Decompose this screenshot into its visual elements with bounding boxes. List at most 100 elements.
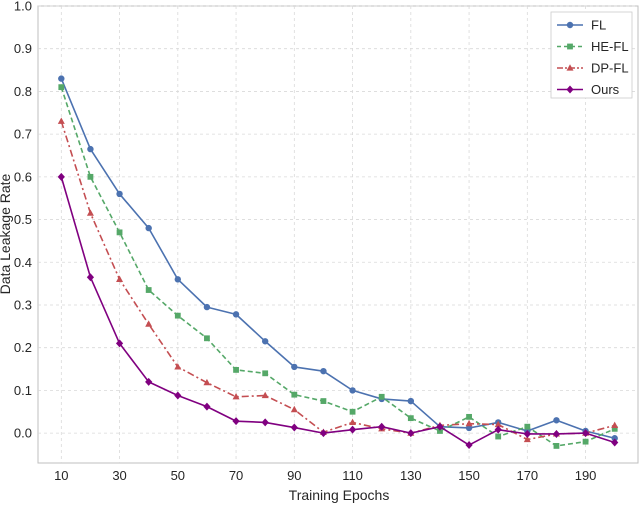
- data-point-dp-fl: [203, 378, 211, 386]
- series-he-fl: [58, 84, 618, 449]
- y-tick-label: 1.0: [14, 0, 32, 14]
- x-axis-ticks: 10 30 50 70 90 110 130 150 170 190: [54, 468, 596, 483]
- y-tick-label: 0.4: [14, 255, 32, 270]
- data-point-dp-fl: [465, 419, 473, 427]
- legend-label-ours: Ours: [591, 82, 620, 97]
- data-point-dp-fl: [57, 117, 65, 124]
- data-point-fl: [553, 417, 560, 424]
- data-point-ours: [494, 425, 502, 434]
- data-point-dp-fl: [116, 275, 124, 282]
- data-point-fl: [261, 338, 269, 345]
- data-point-fl: [232, 311, 240, 318]
- data-point-he-fl: [407, 415, 414, 422]
- y-tick-label: 0.2: [14, 340, 32, 355]
- data-point-dp-fl: [232, 392, 240, 400]
- data-point-ours: [319, 429, 328, 438]
- grid-lines: [38, 5, 638, 463]
- x-tick-label: 50: [171, 468, 185, 483]
- data-point-ours: [232, 417, 240, 426]
- legend-label-dp-fl: DP-FL: [591, 61, 629, 76]
- data-point-ours: [115, 339, 124, 348]
- data-point-fl: [407, 397, 415, 405]
- data-point-ours: [436, 422, 444, 431]
- data-point-he-fl: [320, 398, 327, 404]
- legend-marker-he-fl: [567, 43, 573, 50]
- data-point-he-fl: [378, 393, 385, 400]
- data-point-ours: [611, 438, 619, 447]
- data-point-ours: [57, 172, 65, 181]
- series-line-dp-fl: [60, 121, 615, 441]
- plot-area: [37, 5, 639, 464]
- legend: FL HE-FL DP-FL Ours: [550, 11, 633, 99]
- data-point-he-fl: [524, 423, 531, 430]
- data-point-dp-fl: [174, 363, 182, 370]
- legend-item-dp-fl: DP-FL: [557, 61, 629, 76]
- data-point-he-fl: [349, 408, 356, 415]
- legend-marker-dp-fl: [566, 64, 574, 71]
- data-point-ours: [465, 441, 473, 450]
- data-point-he-fl: [87, 173, 94, 180]
- data-point-dp-fl: [145, 320, 153, 327]
- data-point-ours: [145, 377, 153, 386]
- data-point-dp-fl: [494, 420, 502, 428]
- y-tick-label: 0.9: [14, 41, 32, 56]
- x-tick-label: 70: [229, 468, 243, 483]
- data-point-he-fl: [291, 391, 298, 398]
- x-tick-label: 110: [342, 468, 363, 483]
- data-point-ours: [523, 429, 531, 438]
- x-tick-label: 150: [458, 468, 480, 483]
- data-point-fl: [349, 387, 356, 394]
- data-point-fl: [611, 435, 618, 442]
- x-tick-label: 30: [112, 468, 126, 483]
- data-point-he-fl: [204, 335, 210, 342]
- data-point-dp-fl: [611, 421, 619, 429]
- y-tick-label: 0.3: [14, 297, 32, 312]
- y-axis-label: Data Leakage Rate: [0, 173, 13, 294]
- x-axis-label: Training Epochs: [289, 487, 390, 503]
- series-line-ours: [60, 176, 615, 446]
- data-point-ours: [348, 425, 357, 434]
- legend-box: [550, 11, 633, 99]
- y-tick-label: 0.7: [14, 127, 32, 142]
- data-point-he-fl: [582, 438, 589, 445]
- data-point-dp-fl: [290, 405, 298, 413]
- data-point-he-fl: [174, 312, 181, 319]
- data-point-fl: [87, 145, 94, 153]
- data-point-fl: [291, 363, 298, 371]
- data-point-he-fl: [58, 84, 65, 91]
- data-point-ours: [552, 429, 561, 438]
- data-point-ours: [290, 423, 298, 432]
- legend-item-fl: FL: [557, 18, 606, 33]
- x-tick-label: 170: [516, 468, 538, 483]
- data-point-ours: [174, 391, 182, 400]
- data-point-he-fl: [495, 433, 502, 440]
- data-point-fl: [465, 424, 473, 432]
- data-point-ours: [261, 418, 269, 427]
- data-point-he-fl: [262, 370, 269, 377]
- data-point-dp-fl: [86, 209, 94, 216]
- data-point-fl: [174, 276, 182, 283]
- data-point-he-fl: [145, 287, 152, 293]
- legend-marker-fl: [566, 21, 574, 29]
- y-tick-label: 0.1: [14, 383, 32, 398]
- legend-marker-ours: [566, 85, 574, 94]
- legend-item-he-fl: HE-FL: [557, 39, 629, 54]
- data-point-he-fl: [553, 443, 560, 449]
- data-point-he-fl: [116, 229, 123, 236]
- data-point-ours: [581, 429, 590, 438]
- data-point-he-fl: [466, 413, 472, 420]
- x-tick-label: 10: [54, 468, 68, 483]
- y-tick-label: 0.0: [14, 426, 32, 441]
- y-tick-label: 0.6: [14, 169, 32, 184]
- series-line-he-fl: [60, 86, 616, 447]
- data-point-fl: [320, 367, 327, 375]
- data-point-fl: [203, 303, 211, 311]
- y-axis-ticks: 0.0 0.1 0.2 0.3 0.4 0.5 0.6 0.7 0.8 0.9 1.0: [14, 0, 32, 441]
- y-tick-label: 0.8: [14, 84, 32, 99]
- data-point-fl: [58, 75, 65, 82]
- data-point-he-fl: [437, 428, 443, 434]
- x-tick-label: 130: [400, 468, 422, 483]
- data-point-dp-fl: [261, 391, 269, 399]
